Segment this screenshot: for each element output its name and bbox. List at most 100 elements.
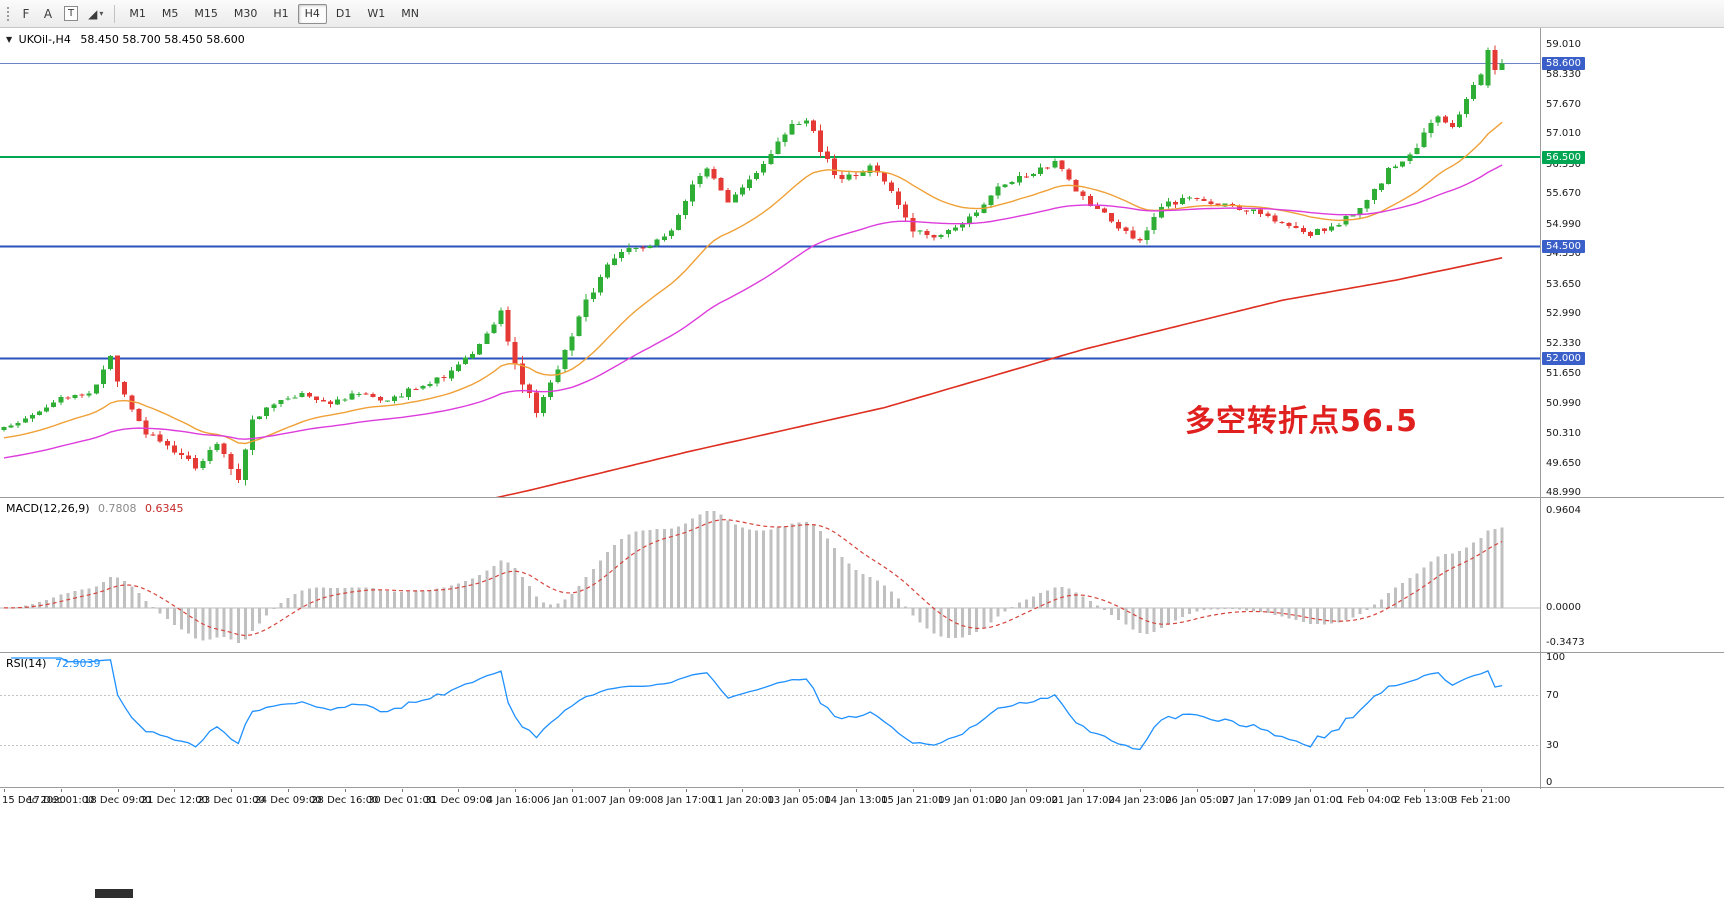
time-tick	[969, 789, 971, 792]
rsi-axis-value: 30	[1546, 739, 1559, 751]
text-tool-icon: A	[43, 6, 53, 21]
panel-splitter[interactable]	[0, 497, 1724, 498]
time-label: 26 Jan 05:00	[1165, 795, 1229, 806]
price-chart-canvas[interactable]	[0, 28, 1540, 497]
price-tick: 55.670	[1546, 188, 1581, 200]
time-tick	[288, 789, 289, 792]
time-label: 24 Jan 23:00	[1108, 795, 1172, 806]
ma-mid-line	[3, 164, 1503, 459]
background-window-fragment	[95, 889, 133, 898]
price-tick: 57.010	[1546, 128, 1581, 140]
time-tick	[1083, 789, 1085, 792]
rsi-axis-value: 0	[1546, 777, 1553, 788]
time-tick	[174, 789, 176, 792]
time-label: 27 Jan 17:00	[1221, 795, 1286, 806]
ohlc-values: 58.450 58.700 58.450 58.600	[80, 33, 245, 46]
time-tick	[685, 789, 687, 792]
timeframe-M30-button[interactable]: M30	[233, 7, 258, 20]
time-label: 21 Jan 17:00	[1051, 795, 1115, 806]
time-label: 15 Dec 2020	[2, 795, 66, 806]
rsi-line	[11, 657, 1503, 751]
rsi-axis-value: 100	[1546, 652, 1566, 663]
time-tick	[117, 789, 119, 792]
time-label: 8 Jan 17:00	[657, 795, 715, 806]
text-label-tool-button[interactable]: T	[60, 4, 82, 24]
price-tick: 51.650	[1546, 368, 1581, 380]
price-tick: 48.990	[1546, 487, 1581, 498]
time-tick	[856, 789, 857, 792]
time-label: 4 Jan 16:00	[486, 795, 544, 806]
time-label: 28 Dec 16:00	[311, 795, 379, 806]
time-tick	[742, 789, 744, 792]
panel-splitter[interactable]	[0, 652, 1724, 653]
price-tick: 54.990	[1546, 218, 1581, 230]
rsi-panel-canvas[interactable]	[0, 653, 1540, 787]
time-tick	[458, 789, 460, 792]
chart-annotation-text[interactable]: 多空转折点56.5	[1185, 404, 1419, 439]
time-tick	[1480, 789, 1482, 792]
price-tick: 58.330	[1546, 69, 1581, 81]
price-tag-58.600: 58.600	[1542, 56, 1585, 70]
price-tag-52.000: 52.000	[1542, 351, 1585, 365]
candles-layer	[1, 45, 1505, 486]
time-tick	[1196, 789, 1198, 792]
time-tick	[1140, 789, 1141, 792]
timeframe-M5-button[interactable]: M5	[161, 7, 179, 20]
macd-histogram	[9, 511, 1504, 643]
time-tick	[799, 789, 801, 792]
time-tick	[1424, 789, 1425, 792]
price-tick: 56.330	[1546, 158, 1581, 170]
time-tick	[1310, 789, 1312, 792]
timeframe-M15-button[interactable]: M15	[194, 7, 218, 20]
price-tick: 49.650	[1546, 457, 1581, 469]
time-label: 31 Dec 09:00	[424, 795, 493, 806]
ma-slow-line	[495, 257, 1503, 497]
time-label: 21 Dec 12:00	[140, 795, 209, 806]
price-tick: 50.990	[1546, 397, 1581, 409]
time-label: 30 Dec 01:00	[367, 795, 436, 806]
line-studies-toolbar: F A T ◢ ▾	[16, 0, 107, 28]
timeframe-H4-button[interactable]: H4	[297, 3, 327, 24]
price-tag-56.500: 56.500	[1542, 150, 1585, 164]
time-tick	[572, 789, 573, 792]
toolbar-separator	[114, 4, 116, 23]
macd-signal-line	[4, 519, 1503, 637]
macd-axis-value: 0.9604	[1546, 505, 1581, 516]
time-tick	[344, 789, 346, 792]
timeframe-D1-button[interactable]: D1	[335, 7, 352, 20]
arrows-tool-button[interactable]: ◢ ▾	[84, 4, 107, 24]
timeframe-MN-button[interactable]: MN	[401, 7, 419, 20]
timeframe-W1-button[interactable]: W1	[367, 7, 386, 20]
chart-symbol-header: ▼ UKOil-,H4 58.450 58.700 58.450 58.600	[6, 33, 245, 46]
timeframes-toolbar: M1 M5 M15 M30 H1 H4 D1 W1 MN	[122, 0, 426, 28]
macd-signal-value: 0.6345	[145, 502, 184, 515]
price-tag-54.500: 54.500	[1542, 240, 1585, 254]
text-tool-button[interactable]: A	[38, 4, 58, 24]
symbol-name: UKOil-,H4	[18, 33, 71, 46]
toolbar-grip-handle[interactable]	[5, 4, 11, 23]
time-label: 15 Jan 21:00	[881, 795, 945, 806]
time-label: 7 Jan 09:00	[600, 795, 658, 806]
time-tick	[1253, 789, 1255, 792]
macd-panel-canvas[interactable]	[0, 498, 1540, 652]
rsi-axis-value: 70	[1546, 689, 1559, 701]
time-label: 18 Dec 09:00	[83, 795, 152, 806]
timeframe-M1-button[interactable]: M1	[129, 7, 146, 20]
timeframe-H1-button[interactable]: H1	[273, 7, 289, 20]
chart-expand-icon[interactable]: ▼	[6, 35, 13, 44]
price-tick: 50.310	[1546, 428, 1581, 439]
time-tick	[912, 789, 914, 792]
price-scale[interactable]: 59.010 58.330 57.670 57.010 56.330 55.670 54.9…	[1540, 28, 1724, 789]
time-label: 2 Feb 13:00	[1394, 795, 1454, 806]
time-axis[interactable]: 15 Dec 2020 17 Dec 01:00 18 Dec 09:00 21 De…	[0, 789, 1540, 811]
time-label: 14 Jan 13:00	[824, 795, 888, 806]
time-label: 3 Feb 21:00	[1451, 795, 1511, 806]
panel-splitter[interactable]	[0, 787, 1724, 788]
time-label: 23 Dec 01:00	[197, 795, 265, 806]
time-tick	[1026, 789, 1028, 792]
macd-name: MACD(12,26,9)	[6, 502, 90, 515]
time-tick	[515, 789, 517, 792]
time-tick	[4, 789, 5, 792]
fibonacci-tool-button[interactable]: F	[16, 4, 36, 24]
